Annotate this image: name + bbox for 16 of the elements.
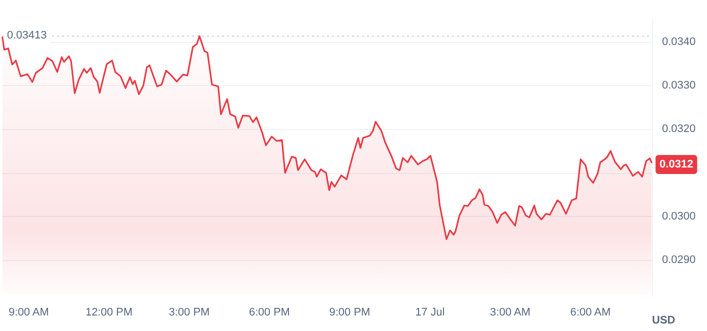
y-tick-label: 0.0320 <box>662 123 696 136</box>
x-tick-label: 6:00 AM <box>570 306 611 318</box>
ref-line-label: 0.03413 <box>7 30 47 42</box>
x-tick-label: 9:00 PM <box>329 306 370 318</box>
x-tick-label: 17 Jul <box>415 306 445 318</box>
y-tick-label: 0.0300 <box>662 210 696 222</box>
y-axis-title: USD <box>652 314 676 326</box>
x-tick-label: 9:00 AM <box>8 306 49 318</box>
annotation: 0.0312 <box>660 158 694 171</box>
x-tick-label: 3:00 AM <box>490 306 530 318</box>
x-tick-label: 12:00 PM <box>85 306 133 318</box>
x-tick-label: 3:00 PM <box>168 306 210 318</box>
x-tick-label: 6:00 PM <box>249 306 290 318</box>
y-tick-label: 0.0330 <box>662 79 696 92</box>
y-tick-label: 0.0290 <box>662 254 696 266</box>
y-tick-label: 0.0340 <box>662 36 696 48</box>
